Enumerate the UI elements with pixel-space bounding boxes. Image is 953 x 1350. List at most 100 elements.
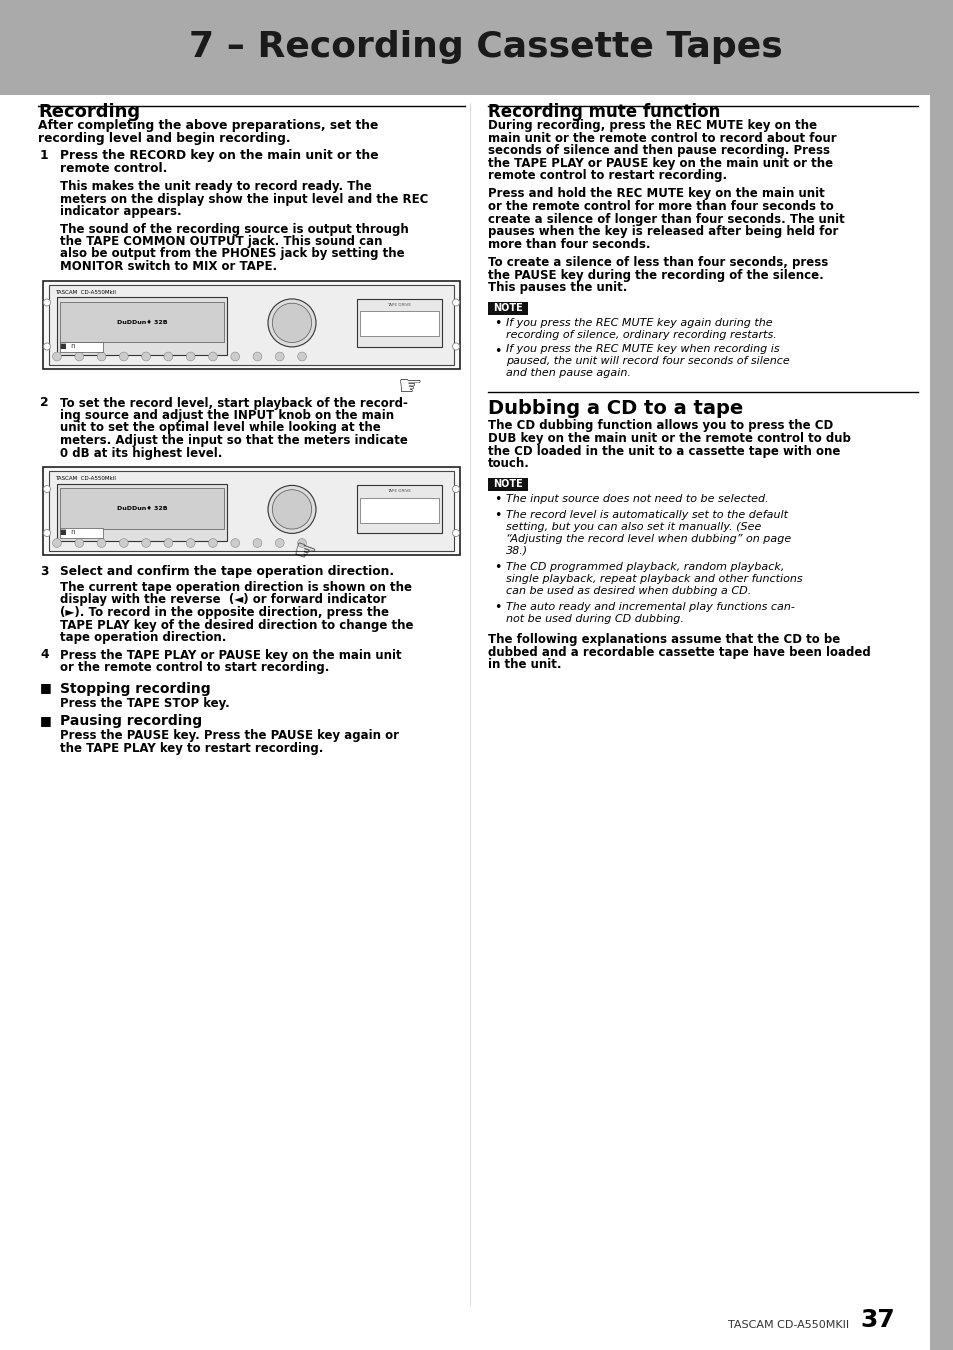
Text: the CD loaded in the unit to a cassette tape with one: the CD loaded in the unit to a cassette … xyxy=(488,444,840,458)
Circle shape xyxy=(253,352,262,360)
Text: meters. Adjust the input so that the meters indicate: meters. Adjust the input so that the met… xyxy=(60,433,408,447)
Circle shape xyxy=(186,539,194,547)
Text: single playback, repeat playback and other functions: single playback, repeat playback and oth… xyxy=(505,574,801,583)
Text: •: • xyxy=(494,602,501,614)
Text: (►). To record in the opposite direction, press the: (►). To record in the opposite direction… xyxy=(60,606,389,620)
Bar xyxy=(60,528,102,539)
Circle shape xyxy=(452,486,459,493)
Text: can be used as desired when dubbing a CD.: can be used as desired when dubbing a CD… xyxy=(505,586,750,595)
Circle shape xyxy=(142,539,151,547)
Text: If you press the REC MUTE key when recording is: If you press the REC MUTE key when recor… xyxy=(505,344,779,355)
Text: and then pause again.: and then pause again. xyxy=(505,369,630,378)
Circle shape xyxy=(272,304,312,343)
Bar xyxy=(49,285,454,364)
Circle shape xyxy=(297,539,306,547)
Text: Pausing recording: Pausing recording xyxy=(60,714,202,729)
Text: seconds of silence and then pause recording. Press: seconds of silence and then pause record… xyxy=(488,144,829,157)
Text: also be output from the PHONES jack by setting the: also be output from the PHONES jack by s… xyxy=(60,247,404,261)
Text: 1: 1 xyxy=(40,148,49,162)
Text: 37: 37 xyxy=(859,1308,894,1332)
Circle shape xyxy=(74,539,84,547)
Text: 38.): 38.) xyxy=(505,545,528,555)
Text: The current tape operation direction is shown on the: The current tape operation direction is … xyxy=(60,580,412,594)
Text: more than four seconds.: more than four seconds. xyxy=(488,238,650,251)
Bar xyxy=(0,0,953,95)
Text: ing source and adjust the INPUT knob on the main: ing source and adjust the INPUT knob on … xyxy=(60,409,394,423)
Text: •: • xyxy=(494,494,501,506)
Text: TAPE DRIVE: TAPE DRIVE xyxy=(387,302,411,306)
Text: •: • xyxy=(494,562,501,575)
Text: This pauses the unit.: This pauses the unit. xyxy=(488,281,627,294)
Circle shape xyxy=(164,352,172,360)
Text: display with the reverse  (◄) or forward indicator: display with the reverse (◄) or forward … xyxy=(60,594,386,606)
Circle shape xyxy=(452,529,459,536)
Text: meters on the display show the input level and the REC: meters on the display show the input lev… xyxy=(60,193,428,205)
Bar xyxy=(60,489,224,529)
Text: NOTE: NOTE xyxy=(493,479,522,489)
Text: •: • xyxy=(494,344,501,358)
Bar xyxy=(60,342,102,352)
Text: or the remote control to start recording.: or the remote control to start recording… xyxy=(60,662,329,674)
Text: The record level is automatically set to the default: The record level is automatically set to… xyxy=(505,509,787,520)
Text: tape operation direction.: tape operation direction. xyxy=(60,630,226,644)
Text: The input source does not need to be selected.: The input source does not need to be sel… xyxy=(505,494,768,504)
Circle shape xyxy=(209,539,217,547)
Bar xyxy=(57,483,227,541)
Text: ☞: ☞ xyxy=(397,374,422,401)
Text: ☞: ☞ xyxy=(289,539,318,568)
Text: recording level and begin recording.: recording level and begin recording. xyxy=(38,132,291,144)
Circle shape xyxy=(452,343,459,350)
Text: indicator appears.: indicator appears. xyxy=(60,205,181,217)
Text: TAPE DRIVE: TAPE DRIVE xyxy=(387,489,411,493)
Text: TASCAM  CD-A550MkII: TASCAM CD-A550MkII xyxy=(55,289,116,294)
Text: or the remote control for more than four seconds to: or the remote control for more than four… xyxy=(488,200,833,213)
Bar xyxy=(356,298,441,347)
Text: If you press the REC MUTE key again during the: If you press the REC MUTE key again duri… xyxy=(505,317,772,328)
Bar xyxy=(356,486,441,533)
Circle shape xyxy=(272,490,312,529)
Text: DUB key on the main unit or the remote control to dub: DUB key on the main unit or the remote c… xyxy=(488,432,850,446)
Text: NOTE: NOTE xyxy=(493,302,522,313)
Bar xyxy=(929,95,953,1350)
Text: The auto ready and incremental play functions can-: The auto ready and incremental play func… xyxy=(505,602,794,612)
Text: The sound of the recording source is output through: The sound of the recording source is out… xyxy=(60,223,408,235)
Circle shape xyxy=(209,352,217,360)
Text: Press the TAPE STOP key.: Press the TAPE STOP key. xyxy=(60,697,230,710)
Circle shape xyxy=(275,539,284,547)
Text: ■  n: ■ n xyxy=(60,343,75,350)
Text: •: • xyxy=(494,317,501,331)
Text: TASCAM  CD-A550MkII: TASCAM CD-A550MkII xyxy=(55,477,116,481)
Text: the TAPE PLAY key to restart recording.: the TAPE PLAY key to restart recording. xyxy=(60,743,323,755)
Text: create a silence of longer than four seconds. The unit: create a silence of longer than four sec… xyxy=(488,212,843,225)
Circle shape xyxy=(97,539,106,547)
Circle shape xyxy=(452,298,459,306)
Text: The CD dubbing function allows you to press the CD: The CD dubbing function allows you to pr… xyxy=(488,420,832,432)
Bar xyxy=(57,297,227,355)
Text: To set the record level, start playback of the record-: To set the record level, start playback … xyxy=(60,397,408,409)
Circle shape xyxy=(268,298,315,347)
Bar xyxy=(488,478,527,490)
Text: dubbed and a recordable cassette tape have been loaded: dubbed and a recordable cassette tape ha… xyxy=(488,647,870,659)
Bar xyxy=(43,467,459,555)
Text: the TAPE COMMON OUTPUT jack. This sound can: the TAPE COMMON OUTPUT jack. This sound … xyxy=(60,235,382,248)
Bar xyxy=(488,301,527,315)
Text: 3: 3 xyxy=(40,566,49,578)
Text: paused, the unit will record four seconds of silence: paused, the unit will record four second… xyxy=(505,356,789,366)
Text: Press the PAUSE key. Press the PAUSE key again or: Press the PAUSE key. Press the PAUSE key… xyxy=(60,729,398,742)
Circle shape xyxy=(231,352,239,360)
Text: Dubbing a CD to a tape: Dubbing a CD to a tape xyxy=(488,400,742,418)
Circle shape xyxy=(44,529,51,536)
Text: 2: 2 xyxy=(40,397,49,409)
Circle shape xyxy=(275,352,284,360)
Text: Recording mute function: Recording mute function xyxy=(488,103,720,122)
Circle shape xyxy=(268,486,315,533)
Text: Press the RECORD key on the main unit or the: Press the RECORD key on the main unit or… xyxy=(60,148,378,162)
Text: main unit or the remote control to record about four: main unit or the remote control to recor… xyxy=(488,131,836,144)
Circle shape xyxy=(52,352,61,360)
Text: ■: ■ xyxy=(40,714,51,728)
Bar xyxy=(49,471,454,551)
Bar xyxy=(359,312,438,336)
Circle shape xyxy=(231,539,239,547)
Text: •: • xyxy=(494,509,501,522)
Text: ■  n: ■ n xyxy=(60,529,75,536)
